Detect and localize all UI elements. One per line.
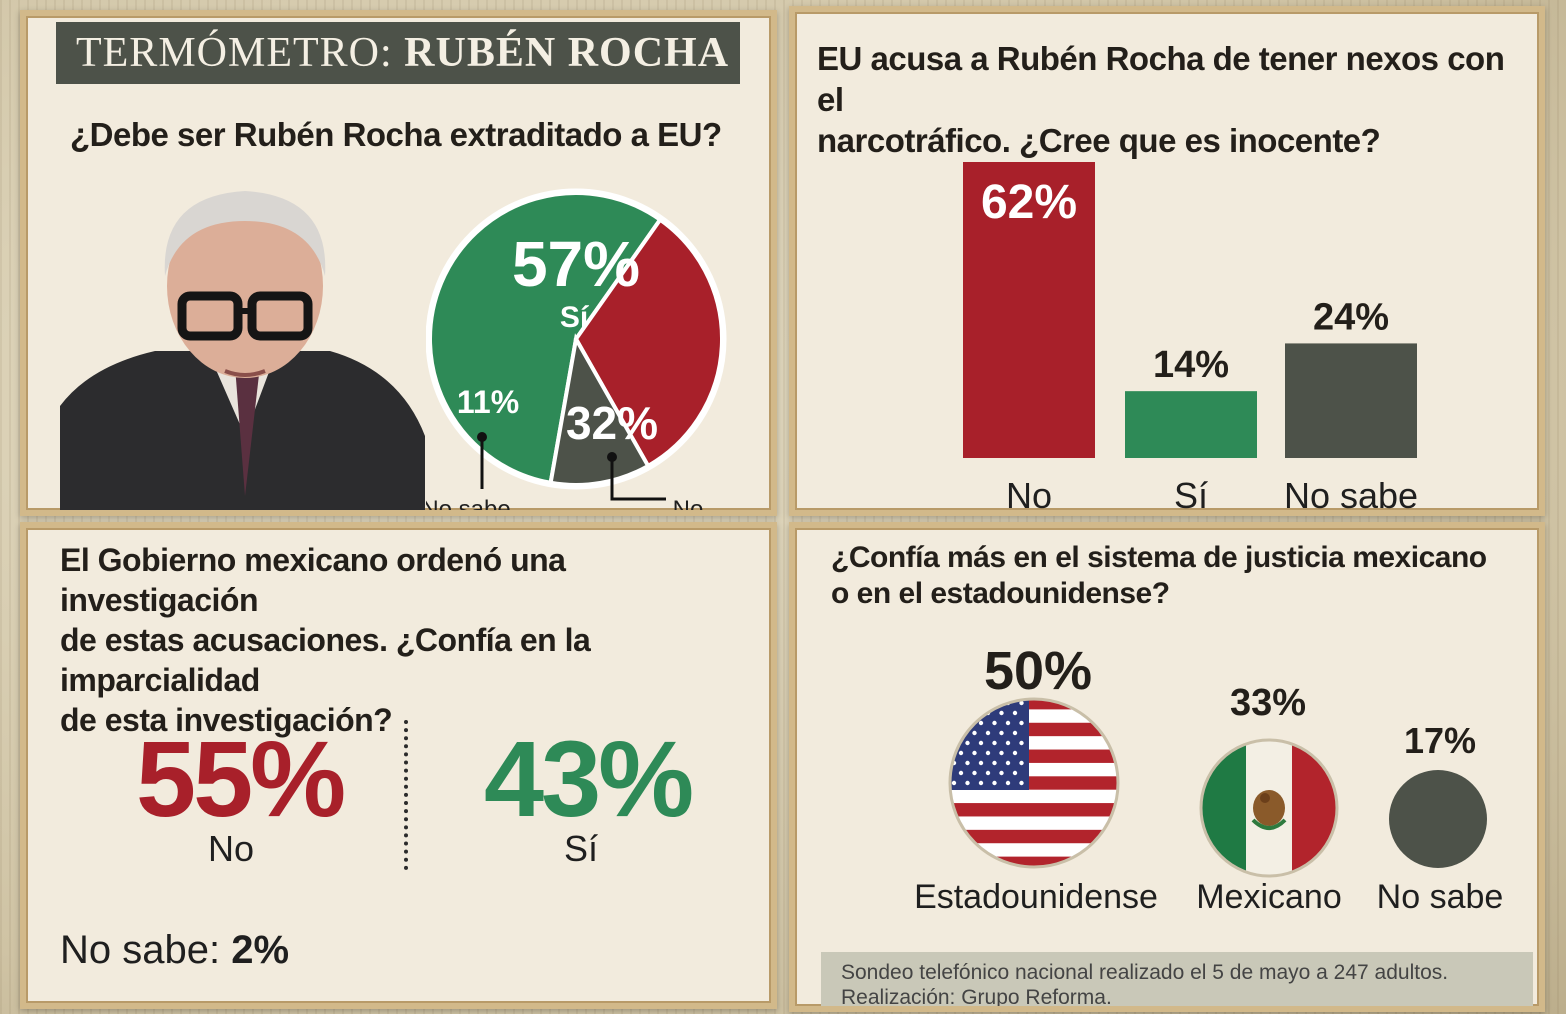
question-justice-line1: ¿Confía más en el sistema de justicia me…	[831, 541, 1487, 574]
bar-value-1: 14%	[1153, 344, 1229, 386]
question-investigation: El Gobierno mexicano ordenó una investig…	[60, 540, 770, 740]
bar-category-2: No sabe	[1284, 475, 1418, 516]
pie-label-no-pct: 32%	[566, 397, 658, 449]
divider-dotted	[404, 720, 408, 870]
mexico-percentage: 33%	[1229, 682, 1307, 724]
bar-chart: 62% No 14% Sí 24% No sabe	[963, 162, 1418, 516]
footnote-line2: Realización: Grupo Reforma.	[841, 986, 1112, 1009]
question-investigation-line3: de esta investigación?	[60, 702, 393, 738]
nosabe-flag-label: No sabe	[1376, 878, 1504, 916]
bar-1	[1125, 391, 1257, 458]
portrait-photo	[60, 191, 425, 510]
question-innocence-line1: EU acusa a Rubén Rocha de tener nexos co…	[817, 40, 1505, 118]
pie-callout-nosabe: No sabe	[426, 496, 511, 516]
bar-value-0: 62%	[981, 176, 1077, 229]
panel-justice: ¿Confía más en el sistema de justicia me…	[789, 522, 1545, 1012]
question-justice-line2: o en el estadounidense?	[831, 577, 1170, 610]
gray-circle-icon	[1389, 770, 1487, 868]
footnote-line1: Sondeo telefónico nacional realizado el …	[841, 961, 1449, 984]
pie-label-si: Sí	[560, 301, 590, 334]
bar-0	[963, 162, 1095, 458]
question-innocence: EU acusa a Rubén Rocha de tener nexos co…	[817, 38, 1537, 161]
si-percentage: 43%	[484, 718, 694, 839]
no-percentage: 55%	[136, 718, 346, 839]
nosabe-percentage: 2%	[231, 928, 290, 972]
question-justice: ¿Confía más en el sistema de justicia me…	[831, 540, 1539, 612]
us-flag-icon	[948, 697, 1120, 869]
panel-investigation: El Gobierno mexicano ordenó una investig…	[20, 522, 777, 1009]
banner-name: RUBÉN ROCHA	[404, 30, 730, 76]
question-investigation-line2: de estas acusaciones. ¿Confía en la impa…	[60, 622, 591, 698]
pie-outline	[426, 188, 727, 490]
bar-value-2: 24%	[1313, 296, 1389, 338]
nosabe-label: No sabe:	[60, 928, 221, 972]
pie-label-si-pct: 57%	[512, 228, 640, 300]
nosabe-flag-percentage: 17%	[1403, 720, 1477, 761]
pie-label-nosabe-pct: 11%	[457, 384, 519, 420]
bar-category-0: No	[1006, 475, 1052, 516]
mexico-flag-icon	[1199, 738, 1339, 878]
mexico-label: Mexicano	[1196, 878, 1342, 916]
pie-callout-no: No	[673, 496, 704, 516]
question-innocence-line2: narcotráfico. ¿Cree que es inocente?	[817, 122, 1381, 159]
us-percentage: 50%	[983, 641, 1093, 701]
bar-category-1: Sí	[1174, 475, 1208, 516]
question-investigation-line1: El Gobierno mexicano ordenó una investig…	[60, 542, 566, 618]
pie-chart: 57% Sí 32% 11% No sabe No	[426, 188, 727, 516]
footnote: Sondeo telefónico nacional realizado el …	[821, 952, 1533, 1009]
nosabe-line: No sabe: 2%	[60, 928, 289, 973]
si-label: Sí	[563, 828, 598, 869]
no-label: No	[207, 828, 255, 869]
panel-innocence: EU acusa a Rubén Rocha de tener nexos co…	[789, 6, 1545, 516]
question-extradition: ¿Debe ser Rubén Rocha extraditado a EU?	[70, 116, 722, 153]
us-label: Estadounidense	[914, 878, 1158, 916]
bar-2	[1285, 343, 1417, 458]
title-banner: TERMÓMETRO: RUBÉN ROCHA	[56, 22, 740, 84]
panel-extradition: TERMÓMETRO: RUBÉN ROCHA ¿Debe ser Rubén …	[20, 10, 777, 516]
banner-prefix: TERMÓMETRO:	[76, 30, 393, 76]
